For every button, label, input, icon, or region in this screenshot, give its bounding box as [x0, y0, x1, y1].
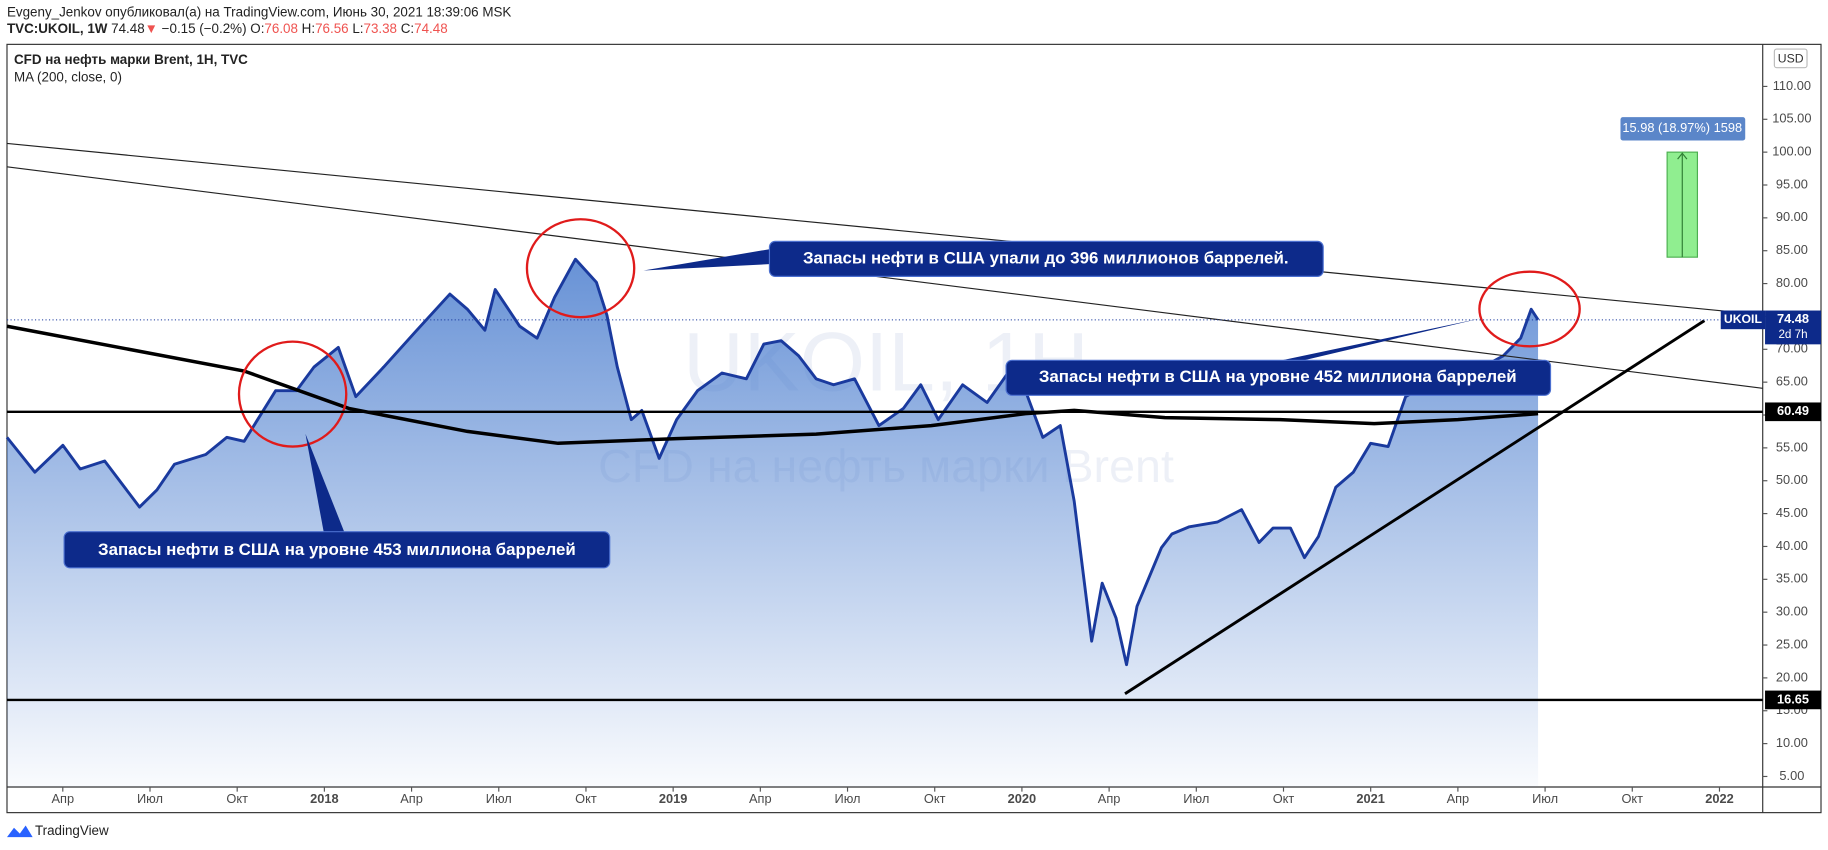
callout-text: Запасы нефти в США упали до 396 миллионо… [803, 248, 1289, 267]
level-label: 60.49 [1777, 403, 1809, 418]
callout-text: Запасы нефти в США на уровне 453 миллион… [98, 540, 576, 559]
x-tick-label: Апр [400, 791, 423, 806]
area-fill [6, 259, 1539, 787]
callout-pointer [1270, 318, 1481, 363]
y-tick-label: 100.00 [1772, 144, 1811, 159]
x-tick-label: Апр [1447, 791, 1470, 806]
x-tick-label: Июл [1532, 791, 1558, 806]
callout-pointer [305, 433, 346, 535]
price-tag [1765, 310, 1822, 345]
h: 76.56 [315, 21, 349, 36]
x-tick-label: Окт [575, 791, 597, 806]
x-tick-label: 2018 [310, 791, 339, 806]
o: 76.08 [264, 21, 298, 36]
x-tick-label: Июл [486, 791, 512, 806]
level-tag [1765, 402, 1822, 422]
level-tag [1765, 690, 1822, 710]
x-tick-label: Апр [749, 791, 772, 806]
symbol-line: TVC:UKOIL, 1W 74.48▼ −0.15 (−0.2%) O:76.… [7, 21, 448, 36]
x-tick-label: 2021 [1356, 791, 1385, 806]
y-tick-label: 25.00 [1776, 636, 1808, 651]
arrow: ▼ [145, 21, 158, 36]
y-tick-label: 85.00 [1776, 242, 1808, 257]
y-tick-label: 20.00 [1776, 669, 1808, 684]
y-tick-label: 5.00 [1779, 768, 1804, 783]
c: 74.48 [414, 21, 448, 36]
highlight-circle [1478, 270, 1581, 348]
y-tick-label: 90.00 [1776, 209, 1808, 224]
x-tick-label: Июл [1183, 791, 1209, 806]
y-tick-label: 50.00 [1776, 472, 1808, 487]
x-tick-label: Июл [137, 791, 163, 806]
l: 73.38 [364, 21, 398, 36]
c-label: C: [401, 21, 414, 36]
brand-name: TradingView [35, 823, 109, 838]
x-tick-label: Окт [1621, 791, 1643, 806]
h-label: H: [302, 21, 315, 36]
ma-legend: MA (200, close, 0) [14, 70, 122, 85]
y-tick-label: 65.00 [1776, 374, 1808, 389]
y-tick-label: 55.00 [1776, 439, 1808, 454]
measure-arrowhead [1677, 152, 1688, 160]
x-tick-label: Окт [1273, 791, 1295, 806]
price-line [5, 257, 1540, 667]
last: 74.48 [111, 21, 145, 36]
x-tick-label: 2022 [1705, 791, 1734, 806]
callout-box [63, 531, 611, 569]
l-label: L: [352, 21, 363, 36]
o-label: O: [250, 21, 264, 36]
trend-line [6, 142, 1763, 316]
trend-line [6, 166, 1763, 389]
currency-badge [1773, 48, 1808, 69]
x-tick-label: Апр [51, 791, 74, 806]
y-tick-label: 105.00 [1772, 111, 1811, 126]
ma-line [6, 324, 1539, 446]
author-line: Evgeny_Jenkov опубликовал(а) на TradingV… [7, 4, 511, 19]
y-tick-label: 40.00 [1776, 538, 1808, 553]
y-tick-label: 30.00 [1776, 604, 1808, 619]
currency: USD [1778, 52, 1804, 66]
y-tick-label: 110.00 [1773, 78, 1811, 93]
plot [5, 257, 1540, 787]
callout-text: Запасы нефти в США на уровне 452 миллион… [1039, 367, 1517, 386]
support-line [1124, 319, 1706, 695]
level-label: 16.65 [1777, 691, 1809, 706]
price-tag-label: 74.48 [1777, 311, 1809, 326]
x-tick-label: 2020 [1008, 791, 1037, 806]
trend-lines [6, 142, 1763, 695]
highlight-circle [525, 218, 636, 319]
callout-box [1005, 359, 1552, 396]
countdown: 2d 7h [1778, 328, 1807, 341]
measure-label: 15.98 (18.97%) 1598 [1622, 120, 1742, 135]
symbol-tag [1720, 310, 1766, 330]
x-tick-label: Июл [835, 791, 861, 806]
brand-logo [6, 825, 33, 838]
x-tick-label: Апр [1098, 791, 1121, 806]
symbol-tag-label: UKOIL [1724, 312, 1763, 326]
measure-label-box [1620, 117, 1746, 141]
symbol: TVC:UKOIL, 1W [7, 21, 108, 36]
x-tick-label: Окт [226, 791, 248, 806]
x-tick-label: 2019 [659, 791, 688, 806]
y-tick-label: 35.00 [1776, 571, 1808, 586]
highlight-circle [237, 340, 348, 448]
change: −0.15 (−0.2%) [162, 21, 247, 36]
x-tick-label: Окт [924, 791, 946, 806]
y-tick-label: 70.00 [1776, 341, 1808, 356]
y-tick-label: 80.00 [1776, 275, 1808, 290]
y-tick-label: 10.00 [1776, 735, 1808, 750]
callout-box [768, 240, 1324, 277]
y-tick-label: 45.00 [1776, 505, 1808, 520]
y-tick-label: 95.00 [1776, 176, 1808, 191]
chart-title: CFD на нефть марки Brent, 1H, TVC [14, 52, 248, 67]
brand: TradingView [6, 823, 109, 838]
